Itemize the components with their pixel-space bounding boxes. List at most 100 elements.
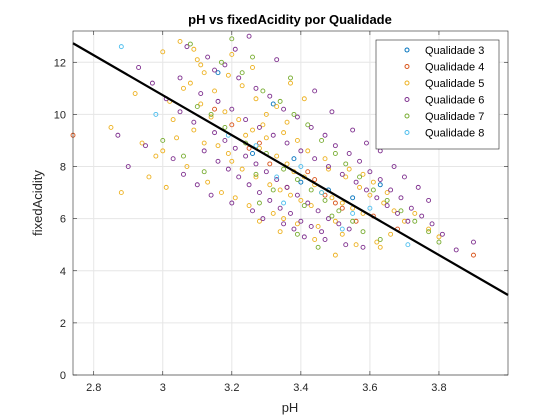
legend-marker [404, 64, 410, 69]
data-point [350, 210, 356, 216]
data-point [453, 247, 459, 253]
data-point [139, 140, 145, 146]
data-point [322, 197, 328, 203]
data-point [288, 192, 293, 198]
data-point [225, 72, 231, 78]
data-point [232, 195, 238, 201]
data-point [326, 166, 331, 172]
data-point [308, 203, 314, 209]
legend-marker [404, 97, 410, 102]
data-point [270, 187, 276, 193]
data-point [201, 148, 207, 154]
data-point [374, 195, 380, 201]
data-point [426, 226, 432, 232]
data-point [377, 244, 383, 250]
y-tick-label: 4 [60, 266, 66, 278]
data-point [332, 200, 338, 206]
data-point [350, 195, 356, 201]
data-point [219, 190, 224, 196]
legend-label: Qualidade 8 [425, 128, 484, 140]
data-point [291, 111, 297, 117]
data-point [118, 190, 124, 196]
data-point [253, 85, 259, 91]
data-point [322, 156, 328, 162]
data-point [229, 122, 235, 128]
data-point [305, 148, 311, 154]
data-point [308, 224, 314, 229]
y-tick-label: 2 [60, 318, 66, 330]
data-point [367, 169, 373, 175]
data-point [115, 132, 121, 138]
data-point [277, 205, 283, 211]
data-point [270, 132, 276, 138]
data-point [415, 184, 421, 190]
data-point [319, 138, 325, 143]
data-point [298, 164, 304, 169]
data-point [194, 57, 200, 63]
data-point [256, 140, 262, 146]
data-point [305, 122, 311, 128]
data-point [357, 158, 362, 164]
data-point [367, 205, 373, 211]
legend-marker [404, 80, 410, 86]
y-tick-label: 8 [60, 162, 66, 174]
y-tick-label: 0 [60, 370, 66, 382]
data-point [305, 200, 311, 206]
data-point [326, 164, 331, 169]
data-point [222, 138, 228, 143]
legend-marker [404, 130, 410, 135]
data-point [277, 187, 283, 193]
data-point [246, 203, 252, 209]
data-point [263, 169, 269, 175]
data-point [205, 54, 211, 60]
data-point [267, 161, 273, 167]
data-point [243, 117, 249, 123]
data-point [246, 182, 252, 188]
data-point [367, 192, 373, 198]
data-point [194, 182, 200, 188]
data-point [346, 226, 352, 232]
data-point [253, 174, 259, 180]
data-point [191, 46, 197, 52]
data-point [339, 226, 345, 232]
data-point [322, 132, 328, 138]
data-point [236, 75, 242, 81]
data-point [343, 242, 349, 248]
data-point [329, 213, 335, 219]
data-point [360, 229, 366, 235]
data-point [357, 184, 362, 190]
data-point [212, 88, 217, 94]
x-tick-label: 3.2 [224, 382, 239, 394]
y-tick-label: 10 [54, 109, 66, 121]
data-point [125, 164, 131, 169]
data-point [160, 49, 166, 55]
data-point [339, 231, 345, 237]
data-point [222, 62, 228, 68]
data-point [294, 138, 300, 143]
data-point [312, 156, 318, 162]
data-point [298, 218, 304, 224]
data-point [350, 127, 356, 133]
data-point [294, 114, 300, 120]
data-point [298, 148, 304, 154]
data-point [305, 169, 311, 175]
data-point [291, 156, 297, 162]
data-point [236, 117, 242, 123]
data-point [339, 200, 345, 206]
legend-marker [404, 47, 410, 53]
data-point [253, 96, 259, 102]
data-point [229, 158, 235, 164]
legend-label: Qualidade 3 [425, 45, 484, 57]
data-point [215, 158, 221, 164]
data-point [236, 174, 242, 180]
data-point [301, 96, 307, 102]
data-point [294, 177, 300, 182]
data-point [291, 226, 297, 232]
legend: Qualidade 3 Qualidade 4 Qualidade 5 Qualida… [375, 39, 500, 150]
data-point [243, 153, 249, 159]
data-point [253, 143, 259, 149]
data-point [281, 166, 287, 172]
data-point [250, 208, 255, 214]
